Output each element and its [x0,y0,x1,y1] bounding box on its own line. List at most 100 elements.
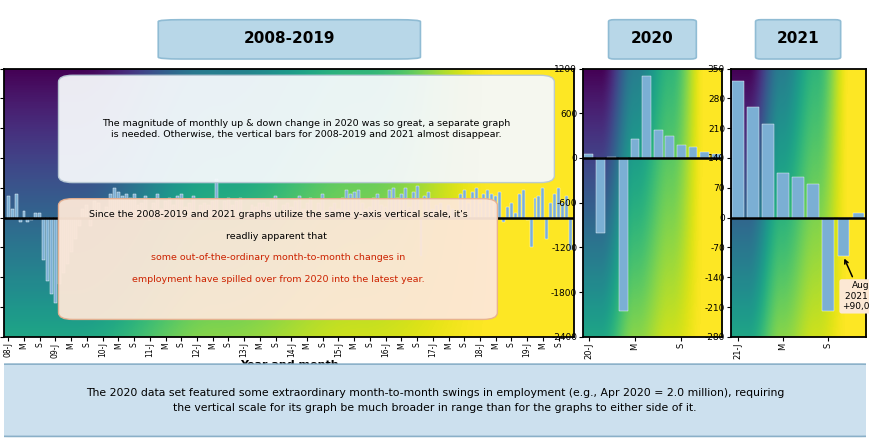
Bar [466,203,469,218]
Text: employment have spilled over from 2020 into the latest year.: employment have spilled over from 2020 i… [131,275,424,284]
Bar [188,203,190,218]
Bar [222,201,226,218]
Bar [395,198,399,218]
Bar [556,188,560,218]
Bar [792,177,803,218]
Bar [553,194,555,218]
Bar [124,194,128,218]
Bar [439,203,441,218]
Bar [121,196,123,218]
Bar [132,194,136,218]
Text: Aug
2021 =
+90,000: Aug 2021 = +90,000 [840,260,869,311]
Text: Since the 2008-2019 and 2021 graphs utilize the same y-axis vertical scale, it's: Since the 2008-2019 and 2021 graphs util… [89,210,467,219]
Bar [325,211,328,218]
Bar [219,214,222,218]
Bar [837,218,848,256]
Bar [207,205,210,218]
Bar [352,192,355,218]
Bar [541,188,544,218]
FancyBboxPatch shape [158,20,420,59]
Bar [10,209,14,218]
Bar [514,214,516,218]
Bar [58,218,61,284]
Bar [46,218,49,281]
Bar [30,218,33,220]
Bar [266,207,269,218]
Bar [630,139,639,158]
Bar [211,201,214,218]
Bar [821,218,833,311]
Bar [152,203,155,218]
Bar [160,209,163,218]
Bar [274,196,276,218]
Bar [136,205,139,218]
Bar [462,190,465,218]
Text: 2020: 2020 [630,31,673,46]
Bar [258,203,261,218]
Bar [129,198,131,218]
Bar [15,194,17,218]
Bar [168,198,170,218]
Bar [548,203,552,218]
Bar [676,145,685,158]
Bar [70,218,73,252]
Bar [450,209,454,218]
Bar [533,198,536,218]
Bar [431,209,434,218]
Bar [26,218,30,222]
Bar [619,158,627,311]
Bar [777,173,788,218]
Bar [254,207,257,218]
Bar [74,218,76,239]
Bar [688,147,697,158]
Bar [180,194,182,218]
Bar [97,203,100,218]
Text: 2021: 2021 [776,31,819,46]
FancyBboxPatch shape [754,20,839,59]
Bar [341,198,343,218]
Bar [286,203,289,218]
Bar [203,203,206,218]
Bar [336,209,340,218]
Bar [289,207,293,218]
Bar [235,201,237,218]
Bar [116,192,120,218]
Bar [852,214,863,218]
Bar [328,207,332,218]
Bar [545,218,547,239]
Bar [297,196,301,218]
Bar [442,211,446,218]
Bar [176,196,178,218]
Bar [482,194,485,218]
Bar [568,218,571,250]
Bar [199,205,202,218]
Bar [321,194,324,218]
Bar [447,205,449,218]
Bar [333,203,335,218]
Bar [360,203,363,218]
Bar [470,192,473,218]
Bar [156,194,159,218]
Bar [403,188,407,218]
Bar [498,192,501,218]
Bar [148,218,151,220]
Bar [427,192,430,218]
Text: The magnitude of monthly up & down change in 2020 was so great, a separate graph: The magnitude of monthly up & down chang… [103,119,510,139]
Bar [584,154,593,158]
Bar [105,207,108,218]
Bar [262,203,265,218]
Bar [42,218,45,260]
Bar [309,198,312,218]
Bar [392,188,395,218]
Bar [761,124,773,218]
Bar [250,205,253,218]
Bar [313,214,316,218]
Bar [368,207,371,218]
Bar [595,158,604,233]
Bar [90,218,92,226]
FancyBboxPatch shape [58,75,554,182]
Bar [164,201,167,218]
Bar [711,154,720,158]
Bar [408,207,410,218]
Bar [364,209,367,218]
